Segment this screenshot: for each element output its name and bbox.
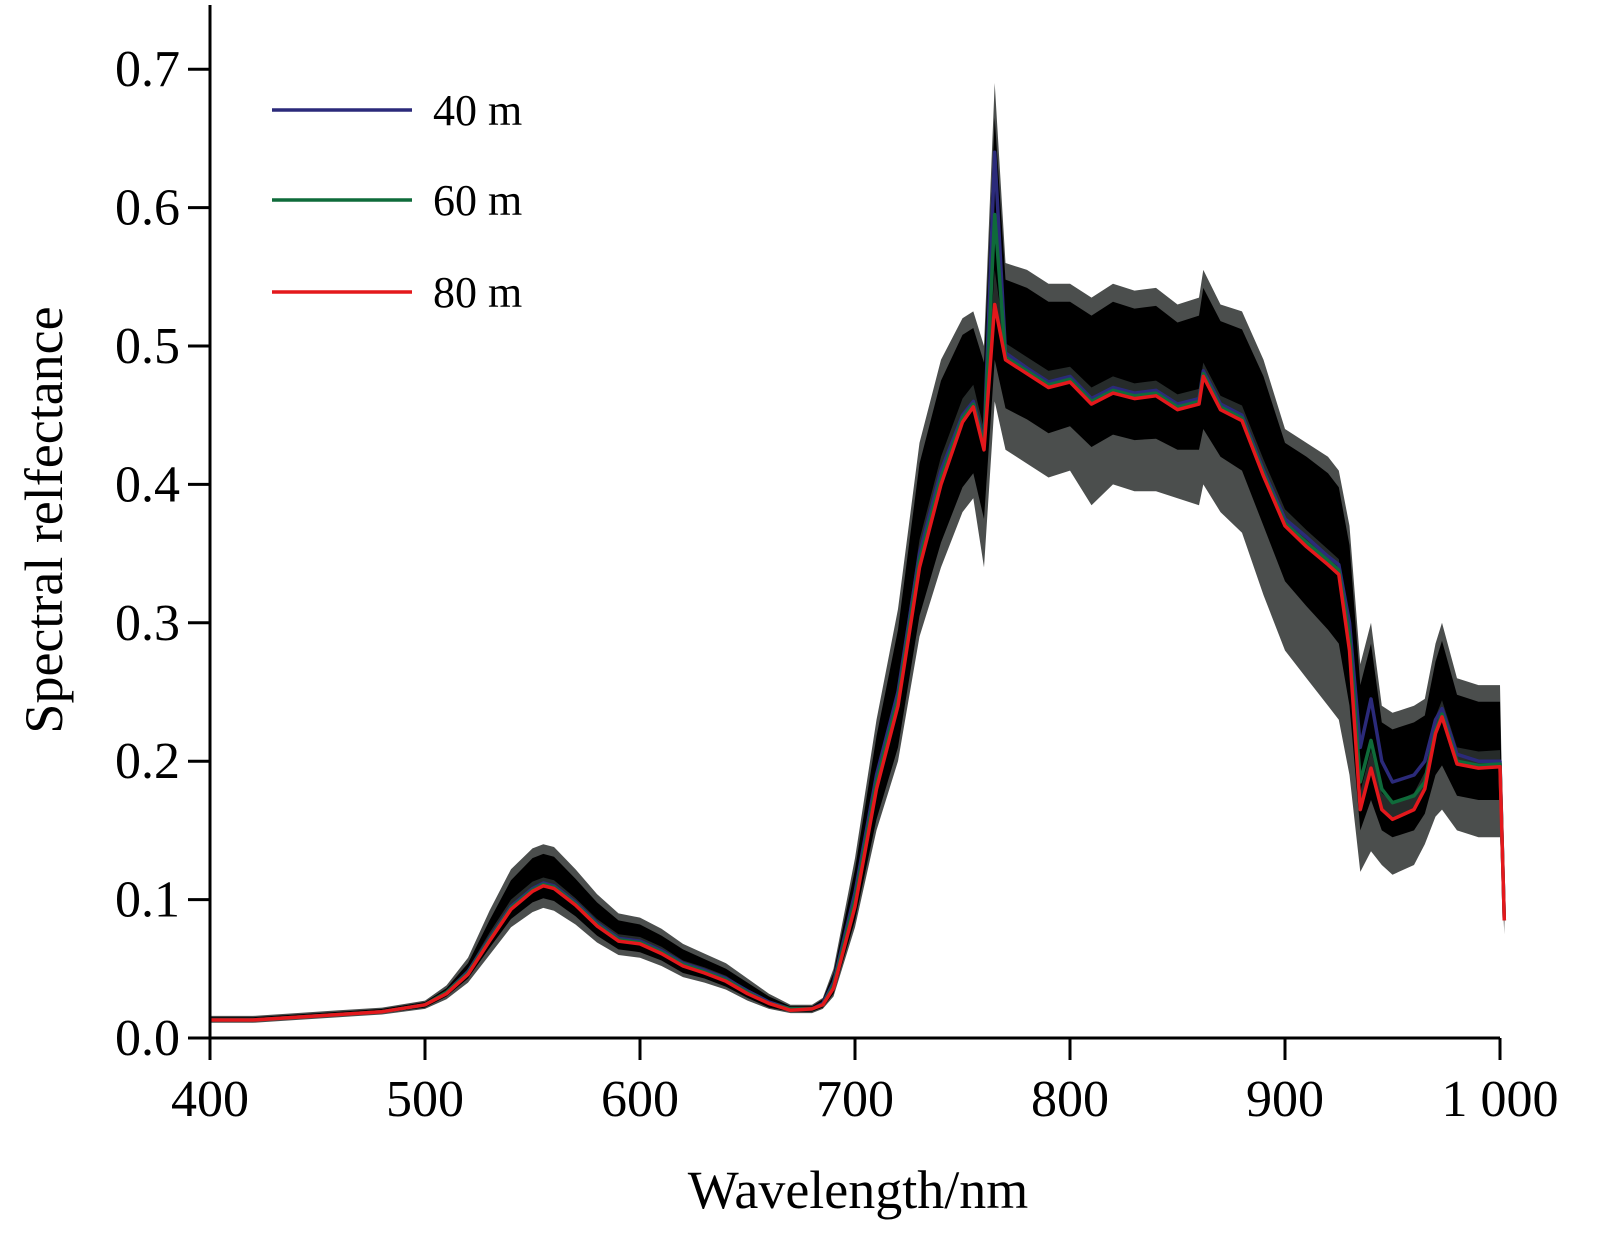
x-tick-label: 1 000 (1442, 1071, 1559, 1128)
x-axis-title: Wavelength/nm (688, 1160, 1029, 1220)
y-tick-label: 0.3 (115, 595, 180, 652)
y-tick-label: 0.6 (115, 180, 180, 237)
band-middle (210, 117, 1505, 1022)
y-tick-label: 0.2 (115, 733, 180, 790)
x-tick-label: 800 (1031, 1071, 1109, 1128)
series-line-80m (210, 302, 1507, 1022)
variance-bands (210, 83, 1505, 1023)
x-tick-label: 700 (816, 1071, 894, 1128)
y-tick-label: 0.5 (115, 318, 180, 375)
x-tick-label: 500 (386, 1071, 464, 1128)
series-lines (210, 150, 1507, 1022)
legend-label-40m: 40 m (433, 86, 522, 135)
legend-label-80m: 80 m (433, 268, 522, 317)
y-axis-title: Spectral relfectance (14, 306, 74, 733)
legend: 40 m 60 m 80 m (272, 86, 522, 317)
y-tick-label: 0.1 (115, 872, 180, 929)
x-tick-label: 600 (601, 1071, 679, 1128)
tick-marks-and-labels: 0.0 0.1 0.2 0.3 0.4 0.5 0.6 0.7 400 500 600 700 800 9… (115, 41, 1559, 1128)
band-outer (210, 83, 1505, 1023)
x-tick-label: 400 (171, 1071, 249, 1128)
legend-label-60m: 60 m (433, 176, 522, 225)
y-tick-label: 0.4 (115, 456, 180, 513)
y-tick-label: 0.7 (115, 41, 180, 98)
y-tick-label: 0.0 (115, 1010, 180, 1067)
x-tick-label: 900 (1246, 1071, 1324, 1128)
